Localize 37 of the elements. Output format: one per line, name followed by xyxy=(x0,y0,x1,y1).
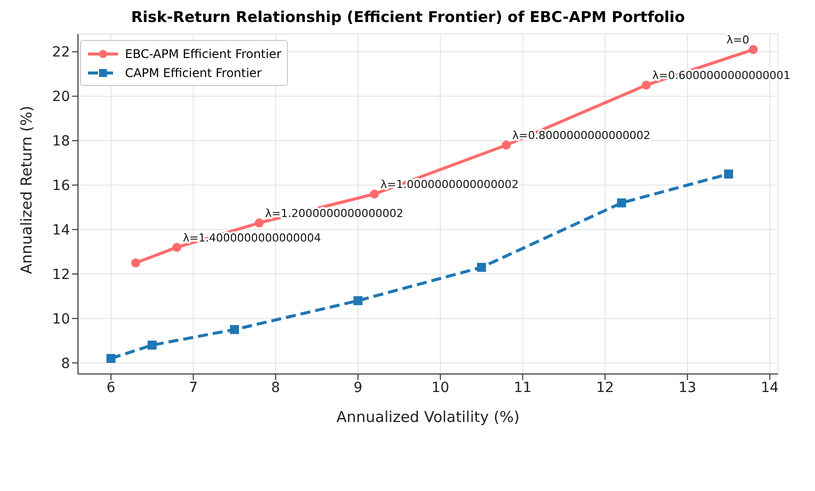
x-tick-label: 14 xyxy=(760,380,779,396)
legend-label: EBC-APM Efficient Frontier xyxy=(125,46,282,60)
legend-label: CAPM Efficient Frontier xyxy=(125,66,262,80)
point xyxy=(354,296,362,306)
y-axis-title: Annualized Return (%) xyxy=(17,106,36,274)
x-tick-label: 11 xyxy=(514,380,532,396)
point xyxy=(477,262,486,272)
y-tick-label: 14 xyxy=(52,222,70,239)
x-tick-label: 8 xyxy=(271,380,280,396)
y-tick-label: 8 xyxy=(61,356,70,372)
x-tick-label: 7 xyxy=(188,380,198,396)
y-tick-label: 18 xyxy=(52,134,70,150)
point xyxy=(148,340,157,350)
x-tick-label: 12 xyxy=(596,380,614,396)
point xyxy=(106,354,116,363)
x-tick-label: 6 xyxy=(106,380,116,396)
x-axis-title: Annualized Volatility (%) xyxy=(336,408,520,426)
point xyxy=(131,258,140,268)
y-tick-label: 16 xyxy=(52,178,70,194)
point xyxy=(254,218,264,228)
y-tick-label: 20 xyxy=(52,89,70,106)
point xyxy=(502,140,511,150)
x-tick-label: 10 xyxy=(431,380,450,396)
x-tick-label: 13 xyxy=(678,380,696,396)
point xyxy=(748,45,758,54)
point xyxy=(724,170,734,178)
annotation: λ=0 xyxy=(726,34,750,47)
point xyxy=(642,80,651,90)
y-tick-label: 22 xyxy=(52,44,70,61)
chart-title: Risk-Return Relationship (Efficient Frontier) of EBC-APM Portfolio xyxy=(130,8,686,28)
point xyxy=(370,190,379,198)
point xyxy=(230,325,239,334)
x-tick-label: 9 xyxy=(354,380,362,396)
y-tick-label: 12 xyxy=(52,266,70,283)
y-tick-label: 10 xyxy=(52,311,70,328)
point xyxy=(172,242,182,252)
point xyxy=(617,198,626,208)
